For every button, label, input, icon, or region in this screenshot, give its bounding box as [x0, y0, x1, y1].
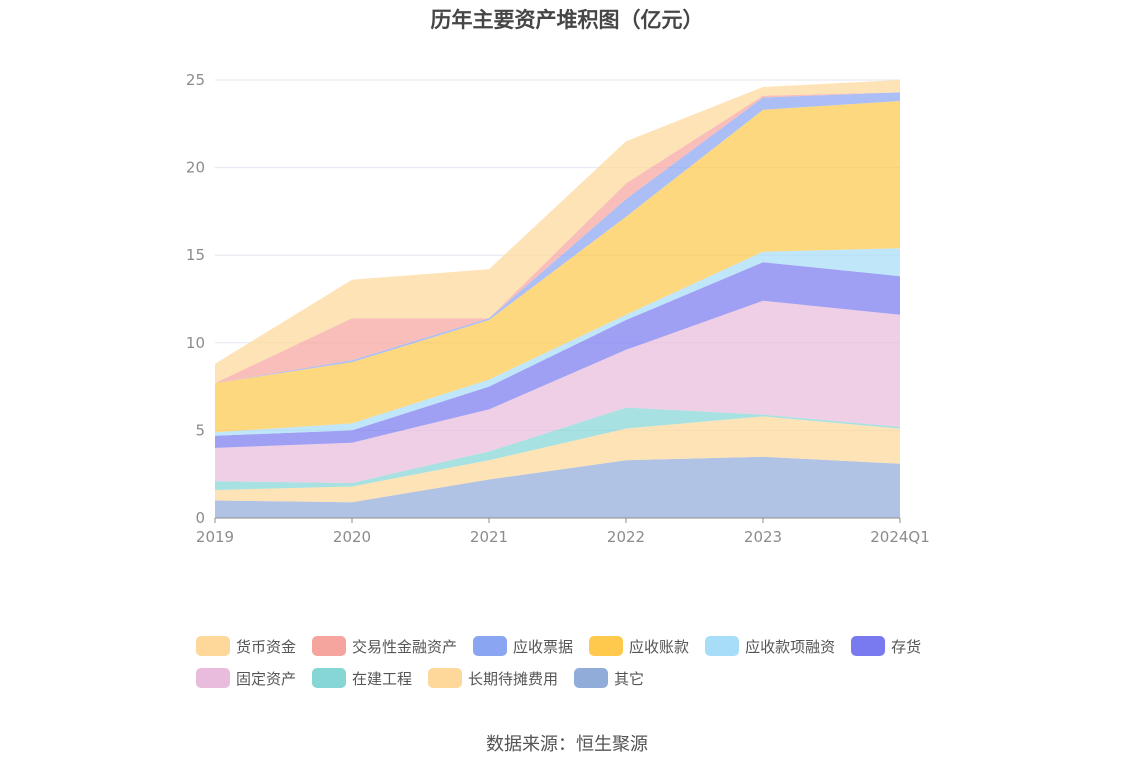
- area-series: [215, 80, 900, 518]
- area-series-5: [215, 248, 900, 436]
- y-tick-label: 10: [186, 334, 205, 352]
- legend-swatch: [589, 636, 624, 656]
- x-tick-label: 2024Q1: [870, 528, 930, 546]
- legend-label: 应收票据: [513, 637, 574, 656]
- legend-label: 其它: [614, 669, 645, 688]
- area-series-0: [215, 456, 900, 518]
- area-series-3: [215, 300, 900, 483]
- legend-label: 存货: [891, 637, 922, 656]
- x-tick-label: 2022: [607, 528, 645, 546]
- axes: 0 5 10 15 20 25 2019 2020 2021 2022 2023 2024Q1: [186, 71, 930, 546]
- legend-swatch: [196, 636, 230, 656]
- chart-title: 历年主要资产堆积图（亿元）: [430, 8, 704, 32]
- legend-label: 固定资产: [236, 669, 297, 688]
- area-series-8: [215, 92, 900, 384]
- legend-item[interactable]: 固定资产: [196, 668, 296, 689]
- y-tick-label: 25: [186, 71, 205, 89]
- x-tick-label: 2023: [744, 528, 782, 546]
- legend-label: 交易性金融资产: [352, 637, 458, 656]
- area-series-6: [215, 101, 900, 433]
- legend-swatch: [428, 668, 463, 688]
- legend-row: 固定资产 在建工程 长期待摊费用 其它: [196, 662, 976, 694]
- x-tick-label: 2021: [470, 528, 508, 546]
- legend-item[interactable]: 交易性金融资产: [312, 636, 457, 657]
- y-tick-label: 20: [186, 159, 205, 177]
- legend-swatch: [312, 668, 347, 688]
- area-series-4: [215, 262, 900, 448]
- legend-label: 应收款项融资: [745, 637, 836, 656]
- legend-row: 货币资金 交易性金融资产 应收票据 应收账款 应收款项融资 存货: [196, 630, 976, 662]
- legend-item[interactable]: 存货: [851, 636, 921, 657]
- data-source: 数据来源：恒生聚源: [486, 734, 648, 755]
- legend-item[interactable]: 应收票据: [473, 636, 573, 657]
- stacked-area-chart: 0 5 10 15 20 25 2019 2020 2021 2022 2023 2024Q1: [186, 71, 930, 546]
- legend-item[interactable]: 在建工程: [312, 668, 412, 689]
- area-series-9: [215, 80, 900, 384]
- legend-swatch: [473, 636, 508, 656]
- legend: 货币资金 交易性金融资产 应收票据 应收账款 应收款项融资 存货 固定资产 在建工程 长期待摊…: [196, 630, 976, 694]
- legend-label: 长期待摊费用: [468, 669, 559, 688]
- legend-item[interactable]: 应收款项融资: [705, 636, 835, 657]
- legend-item[interactable]: 其它: [574, 668, 644, 689]
- legend-swatch: [196, 668, 230, 688]
- x-tick-label: 2019: [196, 528, 234, 546]
- legend-swatch: [312, 636, 347, 656]
- x-tick-label: 2020: [333, 528, 371, 546]
- legend-label: 应收账款: [629, 637, 690, 656]
- legend-swatch: [851, 636, 886, 656]
- legend-label: 货币资金: [236, 637, 297, 656]
- legend-swatch: [705, 636, 740, 656]
- legend-label: 在建工程: [352, 669, 413, 688]
- legend-item[interactable]: 货币资金: [196, 636, 296, 657]
- y-tick-label: 15: [186, 246, 205, 264]
- legend-swatch: [574, 668, 609, 688]
- area-series-1: [215, 416, 900, 503]
- legend-item[interactable]: 长期待摊费用: [428, 668, 558, 689]
- y-tick-label: 0: [195, 509, 205, 527]
- y-tick-label: 5: [195, 421, 205, 439]
- legend-item[interactable]: 应收账款: [589, 636, 689, 657]
